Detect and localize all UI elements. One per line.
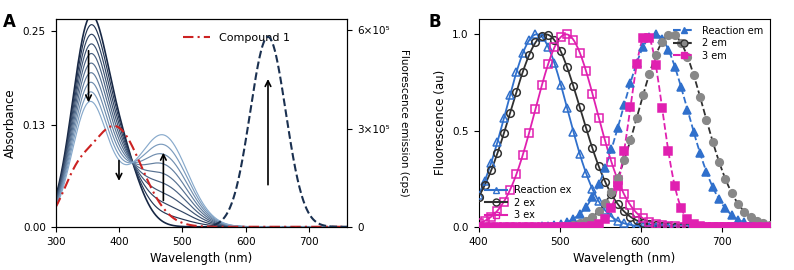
Y-axis label: Fluorescence emission (cps): Fluorescence emission (cps) [399, 49, 409, 197]
Legend: Reaction ex, 2 ex, 3 ex: Reaction ex, 2 ex, 3 ex [481, 181, 576, 224]
Y-axis label: Fluorescence (au): Fluorescence (au) [434, 70, 447, 176]
Y-axis label: Absorbance: Absorbance [4, 88, 17, 158]
X-axis label: Wavelength (nm): Wavelength (nm) [573, 252, 676, 265]
Legend: Compound 1: Compound 1 [178, 29, 295, 48]
Text: B: B [429, 13, 441, 31]
X-axis label: Wavelength (nm): Wavelength (nm) [150, 252, 252, 265]
Text: A: A [3, 13, 16, 31]
